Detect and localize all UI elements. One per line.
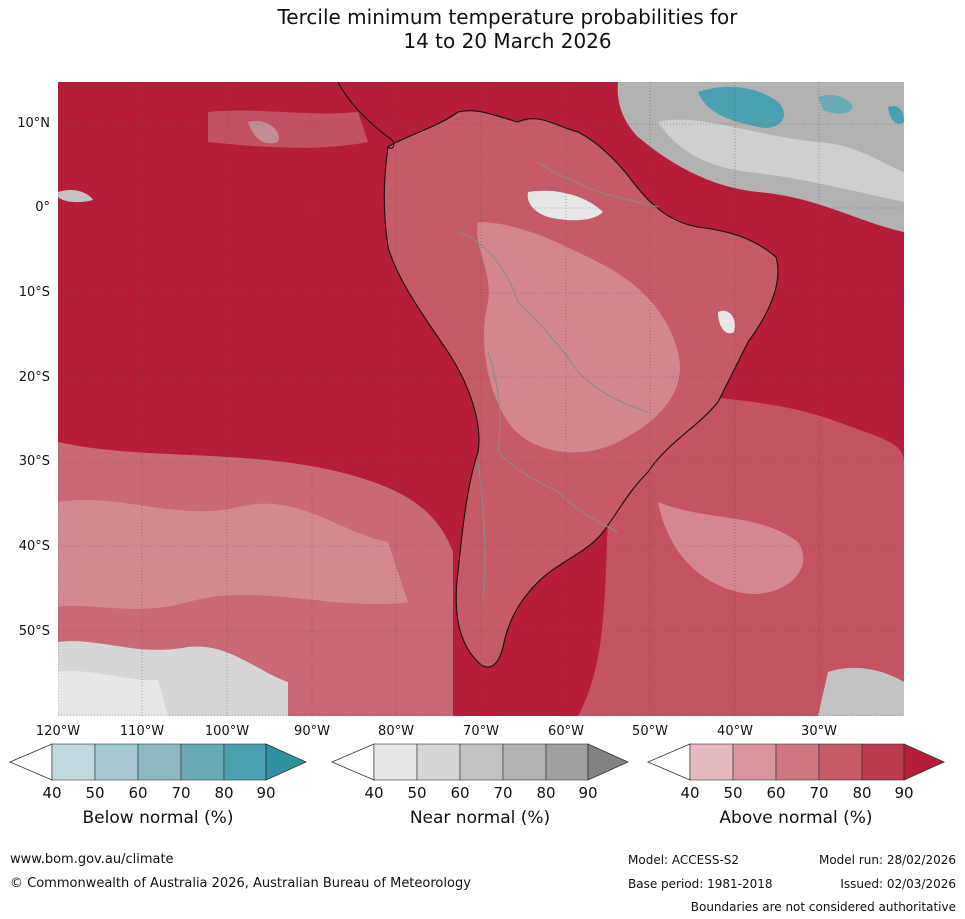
swatch-near-lt40 <box>330 743 375 781</box>
below-normal-patch-3 <box>888 105 904 124</box>
colorbar-near-normal: 40 50 60 70 80 90 Near normal (%) <box>330 742 630 832</box>
swatch-above-50-60 <box>732 743 777 781</box>
lat-label-20s: 20°S <box>18 370 50 385</box>
above-normal-60-patches <box>58 499 408 609</box>
swatch-above-80-90 <box>861 743 905 781</box>
central-america-coastline <box>337 82 395 149</box>
colorbar-below-normal-swatches <box>8 743 307 781</box>
lon-label-90w: 90°W <box>294 724 330 739</box>
above-normal-atlantic-60 <box>658 502 804 594</box>
near-tick-70: 70 <box>493 784 513 802</box>
lon-label-30w: 30°W <box>801 724 837 739</box>
swatch-above-40-50 <box>689 743 734 781</box>
lon-label-80w: 80°W <box>378 724 414 739</box>
above-normal-land-interior-60 <box>477 222 680 453</box>
near-normal-pacific-equator <box>58 189 93 203</box>
swatch-above-gt90 <box>903 743 945 781</box>
swatch-near-50-60 <box>416 743 461 781</box>
map-title-line-2: 14 to 20 March 2026 <box>403 29 612 53</box>
above-tick-40: 40 <box>680 784 700 802</box>
lon-label-40w: 40°W <box>717 724 753 739</box>
below-tick-90: 90 <box>256 784 276 802</box>
lat-label-0: 0° <box>35 200 50 215</box>
colorbar-above-normal: 40 50 60 70 80 90 Above normal (%) <box>646 742 946 832</box>
lon-label-50w: 50°W <box>632 724 668 739</box>
colorbar-near-normal-swatches <box>330 743 629 781</box>
swatch-near-60-70 <box>459 743 504 781</box>
swatch-above-60-70 <box>775 743 820 781</box>
swatch-near-80-90 <box>545 743 589 781</box>
above-normal-title: Above normal (%) <box>719 808 873 828</box>
lat-label-40s: 40°S <box>18 539 50 554</box>
near-normal-title: Near normal (%) <box>409 808 551 828</box>
meta-issued: Issued: 02/03/2026 <box>840 877 956 891</box>
map-title-line-1: Tercile minimum temperature probabilitie… <box>277 5 738 29</box>
colorbar-below-normal: 40 50 60 70 80 90 Below normal (%) <box>8 742 308 832</box>
lon-label-120w: 120°W <box>35 724 81 739</box>
near-tick-60: 60 <box>450 784 470 802</box>
probability-map-canvas <box>58 82 904 716</box>
swatch-below-gt90 <box>265 743 307 781</box>
swatch-below-70-80 <box>180 743 225 781</box>
lat-label-30s: 30°S <box>18 454 50 469</box>
graticule <box>58 82 904 716</box>
below-tick-40: 40 <box>42 784 62 802</box>
near-tick-80: 80 <box>536 784 556 802</box>
near-normal-land-east <box>718 310 735 334</box>
near-normal-land-north <box>527 190 603 221</box>
below-normal-patch-2 <box>818 95 853 114</box>
near-tick-40: 40 <box>364 784 384 802</box>
meta-model-run: Model run: 28/02/2026 <box>818 853 956 867</box>
below-tick-50: 50 <box>85 784 105 802</box>
near-normal-southwest-light <box>58 670 168 716</box>
south-america-coastline <box>383 110 779 668</box>
above-normal-pacific-north-light <box>208 110 368 148</box>
below-normal-title: Below normal (%) <box>82 808 234 828</box>
near-tick-50: 50 <box>407 784 427 802</box>
lat-label-10s: 10°S <box>18 285 50 300</box>
lon-label-110w: 110°W <box>119 724 165 739</box>
lat-label-10n: 10°N <box>17 116 50 131</box>
probability-map <box>58 82 904 716</box>
lon-label-70w: 70°W <box>463 724 499 739</box>
near-normal-atlantic-south <box>818 667 904 716</box>
near-normal-north-atlantic-light <box>658 119 904 202</box>
colorbar-above-normal-swatches <box>646 743 945 781</box>
footer-copyright: © Commonwealth of Australia 2026, Austra… <box>10 876 471 891</box>
above-tick-70: 70 <box>809 784 829 802</box>
swatch-near-70-80 <box>502 743 547 781</box>
swatch-below-60-70 <box>137 743 182 781</box>
below-normal-patch <box>698 86 785 128</box>
above-tick-60: 60 <box>766 784 786 802</box>
meta-disclaimer: Boundaries are not considered authoritat… <box>690 900 956 914</box>
lat-label-50s: 50°S <box>18 624 50 639</box>
lon-label-100w: 100°W <box>204 724 250 739</box>
swatch-above-lt40 <box>646 743 691 781</box>
swatch-below-lt40 <box>8 743 53 781</box>
below-tick-60: 60 <box>128 784 148 802</box>
swatch-below-50-60 <box>94 743 139 781</box>
lon-label-60w: 60°W <box>548 724 584 739</box>
swatch-near-40-50 <box>373 743 418 781</box>
swatch-below-40-50 <box>51 743 96 781</box>
below-tick-80: 80 <box>214 784 234 802</box>
swatch-near-gt90 <box>587 743 629 781</box>
swatch-above-70-80 <box>818 743 863 781</box>
above-tick-90: 90 <box>894 784 914 802</box>
footer-website: www.bom.gov.au/climate <box>10 852 174 867</box>
above-tick-80: 80 <box>852 784 872 802</box>
below-tick-70: 70 <box>171 784 191 802</box>
meta-base-period: Base period: 1981-2018 <box>628 877 773 891</box>
swatch-below-80-90 <box>223 743 267 781</box>
near-tick-90: 90 <box>578 784 598 802</box>
meta-model: Model: ACCESS-S2 <box>628 853 740 867</box>
above-tick-50: 50 <box>723 784 743 802</box>
